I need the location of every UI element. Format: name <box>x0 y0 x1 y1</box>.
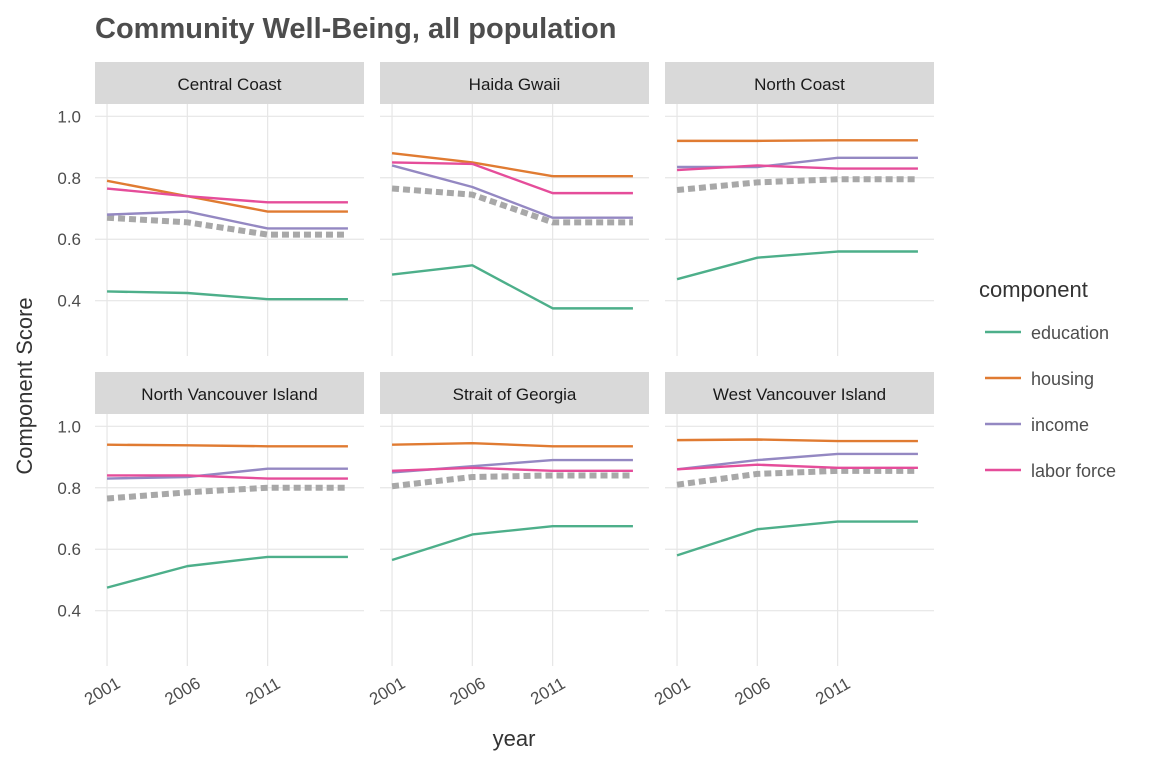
x-tick-label: 2006 <box>446 674 488 709</box>
facet-panel: West Vancouver Island 2001 2006 2011 <box>651 372 934 709</box>
x-tick-label: 2006 <box>161 674 203 709</box>
facet-strip <box>665 62 934 104</box>
y-tick-label: 0.6 <box>57 230 81 249</box>
y-tick-label: 0.4 <box>57 602 81 621</box>
reference-line <box>391 185 633 226</box>
facet-strip-label: North Coast <box>754 75 845 94</box>
x-tick-label: 2001 <box>651 674 693 709</box>
facet-panel: Strait of Georgia 2001 2006 2011 <box>366 372 649 709</box>
series-line-income <box>391 164 633 219</box>
series-line-education <box>676 520 918 557</box>
series-line-labor <box>676 164 918 172</box>
legend-title: component <box>979 277 1088 302</box>
series-line-housing <box>106 179 348 213</box>
facet-strip <box>380 62 649 104</box>
x-axis-label: year <box>493 726 536 751</box>
chart-title: Community Well-Being, all population <box>95 13 616 45</box>
x-tick-label: 2011 <box>812 674 853 709</box>
series-line-education <box>106 555 348 589</box>
reference-line <box>676 176 918 194</box>
series-line-housing <box>391 151 633 178</box>
legend: component education housing income labor fo… <box>979 277 1116 481</box>
reference-line <box>106 484 348 502</box>
facet-strip-label: North Vancouver Island <box>141 385 317 404</box>
series-line-education <box>676 250 918 281</box>
series-line-labor <box>676 463 918 471</box>
facet-panels: Central Coast 0.4 0.6 0.8 1.0 Haida Gwaii Nort… <box>57 62 934 709</box>
facet-strip <box>95 372 364 414</box>
y-tick-label: 0.8 <box>57 479 81 498</box>
y-axis-label: Component Score <box>12 297 37 474</box>
x-tick-label: 2011 <box>527 674 568 709</box>
x-tick-label: 2006 <box>731 674 773 709</box>
y-tick-label: 0.6 <box>57 540 81 559</box>
legend-label-education: education <box>1031 323 1109 343</box>
y-tick-label: 1.0 <box>57 417 81 436</box>
x-tick-label: 2001 <box>366 674 408 709</box>
facet-panel: Haida Gwaii <box>380 62 649 356</box>
reference-line <box>106 214 348 238</box>
series-line-labor <box>391 466 633 473</box>
series-line-housing <box>107 443 348 448</box>
series-line-income <box>107 467 348 480</box>
facet-panel: North Vancouver Island 0.4 0.6 0.8 1.0 2001 20… <box>57 372 364 709</box>
y-tick-label: 0.8 <box>57 169 81 188</box>
facet-strip-label: West Vancouver Island <box>713 385 886 404</box>
series-line-housing <box>392 441 633 448</box>
facet-strip <box>665 372 934 414</box>
legend-label-labor: labor force <box>1031 461 1116 481</box>
series-line-education <box>107 290 348 301</box>
reference-line <box>391 472 633 490</box>
series-line-labor <box>392 161 633 195</box>
facet-panel: Central Coast 0.4 0.6 0.8 1.0 <box>57 62 364 356</box>
facet-strip <box>380 372 649 414</box>
legend-label-income: income <box>1031 415 1089 435</box>
series-line-income <box>106 210 348 230</box>
series-line-labor <box>106 187 348 204</box>
legend-label-housing: housing <box>1031 369 1094 389</box>
series-line-income <box>677 156 918 169</box>
y-tick-label: 1.0 <box>57 107 81 126</box>
series-line-education <box>391 524 633 562</box>
reference-line <box>676 467 918 488</box>
y-tick-label: 0.4 <box>57 292 81 311</box>
facet-panel: North Coast <box>665 62 934 356</box>
facet-strip <box>95 62 364 104</box>
x-tick-label: 2011 <box>242 674 283 709</box>
series-line-education <box>391 264 633 310</box>
facet-strip-label: Strait of Georgia <box>453 385 577 404</box>
series-line-labor <box>107 474 348 480</box>
series-line-housing <box>677 438 918 443</box>
facet-strip-label: Central Coast <box>178 75 282 94</box>
facet-strip-label: Haida Gwaii <box>469 75 561 94</box>
series-line-housing <box>677 139 918 143</box>
x-tick-label: 2001 <box>81 674 123 709</box>
series-line-income <box>676 452 918 471</box>
